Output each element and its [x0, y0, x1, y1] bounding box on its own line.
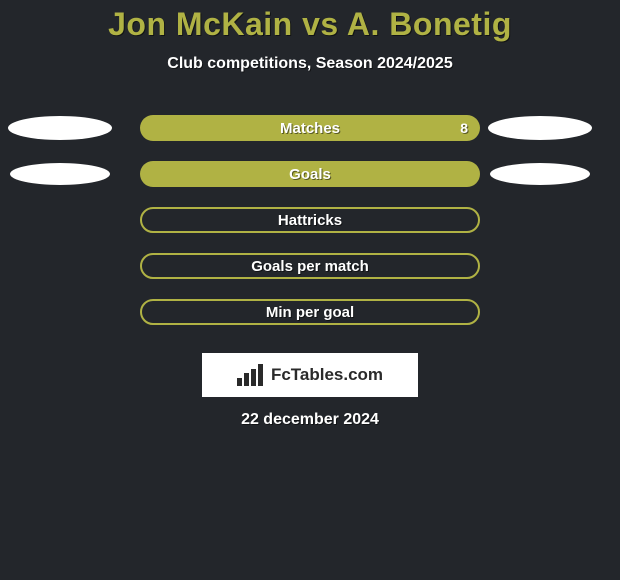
page-title: Jon McKain vs A. Bonetig	[0, 0, 620, 43]
stat-label: Goals	[289, 166, 331, 183]
right-ellipse	[488, 116, 592, 140]
stat-label: Hattricks	[278, 212, 342, 229]
player2-name: A. Bonetig	[347, 6, 512, 42]
stat-row: Goals per match	[0, 253, 620, 279]
right-ellipse	[490, 163, 590, 185]
stat-value-right: 8	[460, 120, 468, 136]
stat-row: Min per goal	[0, 299, 620, 325]
stat-bar: Min per goal	[140, 299, 480, 325]
stat-label: Goals per match	[251, 258, 369, 275]
left-ellipse	[8, 116, 112, 140]
stat-bar: Goals per match	[140, 253, 480, 279]
stat-bar: Matches 8	[140, 115, 480, 141]
stat-label: Min per goal	[266, 304, 354, 321]
stat-row: Hattricks	[0, 207, 620, 233]
stat-label: Matches	[280, 120, 340, 137]
comparison-infographic: Jon McKain vs A. Bonetig Club competitio…	[0, 0, 620, 580]
stat-bar: Hattricks	[140, 207, 480, 233]
subtitle: Club competitions, Season 2024/2025	[0, 55, 620, 73]
stat-rows: Matches 8 Goals Hattricks Goals per match Min…	[0, 115, 620, 325]
player1-name: Jon McKain	[108, 6, 293, 42]
logo-text: FcTables.com	[271, 365, 383, 385]
date-text: 22 december 2024	[241, 411, 379, 429]
stat-row: Goals	[0, 161, 620, 187]
bars-icon	[237, 364, 265, 386]
left-ellipse	[10, 163, 110, 185]
vs-text: vs	[302, 6, 339, 42]
stat-bar: Goals	[140, 161, 480, 187]
stat-row: Matches 8	[0, 115, 620, 141]
fctables-logo: FcTables.com	[202, 353, 418, 397]
